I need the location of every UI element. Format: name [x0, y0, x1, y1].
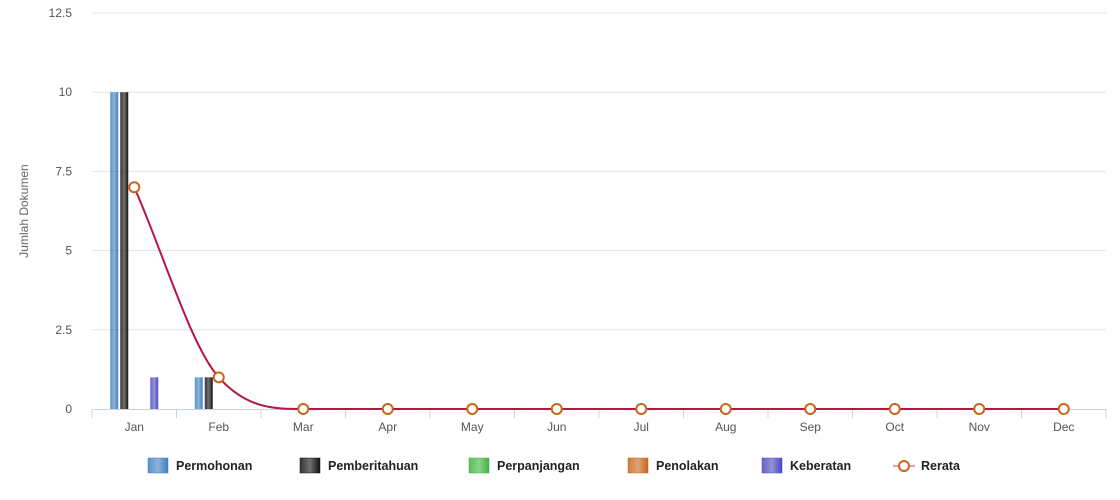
legend-swatch — [147, 457, 169, 474]
legend-label: Perpanjangan — [497, 459, 580, 473]
legend-swatch — [627, 457, 649, 474]
legend-marker-swatch — [898, 460, 910, 472]
legend-item-permohonan[interactable]: Permohonan — [147, 457, 252, 474]
line-rerata — [133, 186, 1064, 411]
x-tick-label: Mar — [293, 420, 314, 434]
legend-label: Penolakan — [656, 459, 719, 473]
marker-rerata-apr — [381, 403, 394, 415]
gridlines — [92, 12, 1106, 331]
legend-swatch — [468, 457, 490, 474]
y-tick-label: 7.5 — [55, 164, 72, 178]
marker-rerata-jul — [635, 403, 648, 415]
x-tick-label: May — [461, 420, 484, 434]
marker-rerata-aug — [719, 403, 732, 415]
average-line — [128, 181, 1070, 415]
legend-item-pemberitahuan[interactable]: Pemberitahuan — [299, 457, 418, 474]
x-tick-label: Feb — [208, 420, 229, 434]
y-axis-label: Jumlah Dokumen — [17, 164, 31, 257]
x-tick-label: Jul — [634, 420, 649, 434]
x-tick-label: Aug — [715, 420, 736, 434]
bar-permohonan-jan — [110, 92, 119, 409]
marker-rerata-jun — [550, 403, 563, 415]
x-tick-label: Jan — [125, 420, 144, 434]
legend-label: Keberatan — [790, 459, 851, 473]
bar-pemberitahuan-feb — [204, 377, 213, 409]
legend-item-perpanjangan[interactable]: Perpanjangan — [468, 457, 580, 474]
marker-rerata-feb — [212, 371, 225, 384]
bar-pemberitahuan-jan — [120, 92, 129, 409]
y-tick-label: 10 — [59, 85, 73, 99]
x-tick-label: Apr — [378, 420, 397, 434]
x-tick-label: Nov — [969, 420, 990, 434]
y-tick-label: 2.5 — [55, 323, 72, 337]
legend-swatch — [299, 457, 321, 474]
marker-rerata-mar — [297, 403, 310, 415]
x-tick-label: Sep — [800, 420, 822, 434]
legend-item-rerata[interactable]: Rerata — [893, 459, 961, 473]
marker-rerata-may — [466, 403, 479, 415]
legend-label: Permohonan — [176, 459, 252, 473]
legend-swatch — [761, 457, 783, 474]
legend-item-keberatan[interactable]: Keberatan — [761, 457, 851, 474]
y-tick-label: 12.5 — [49, 6, 73, 20]
bar-keberatan-jan — [150, 377, 159, 409]
x-axis: Jan Feb Mar Apr May Jun Jul Aug Sep Oct Nov Dec — [91, 409, 1107, 434]
legend-label: Rerata — [921, 459, 961, 473]
x-tick-label: Dec — [1053, 420, 1074, 434]
x-tick-label: Jun — [547, 420, 566, 434]
legend-label: Pemberitahuan — [328, 459, 418, 473]
legend-item-penolakan[interactable]: Penolakan — [627, 457, 719, 474]
y-axis-ticks: 0 2.5 5 7.5 10 12.5 — [49, 6, 73, 416]
marker-rerata-dec — [1057, 403, 1070, 415]
y-tick-label: 0 — [65, 402, 72, 416]
marker-rerata-nov — [973, 403, 986, 415]
marker-rerata-oct — [888, 403, 901, 415]
bars — [110, 92, 213, 409]
marker-rerata-jan — [128, 181, 141, 194]
marker-rerata-sep — [804, 403, 817, 415]
x-tick-label: Oct — [885, 420, 904, 434]
bar-permohonan-feb — [194, 377, 203, 409]
y-tick-label: 5 — [65, 244, 72, 258]
legend: Permohonan Pemberitahuan Perpanjangan Penol… — [147, 457, 961, 474]
